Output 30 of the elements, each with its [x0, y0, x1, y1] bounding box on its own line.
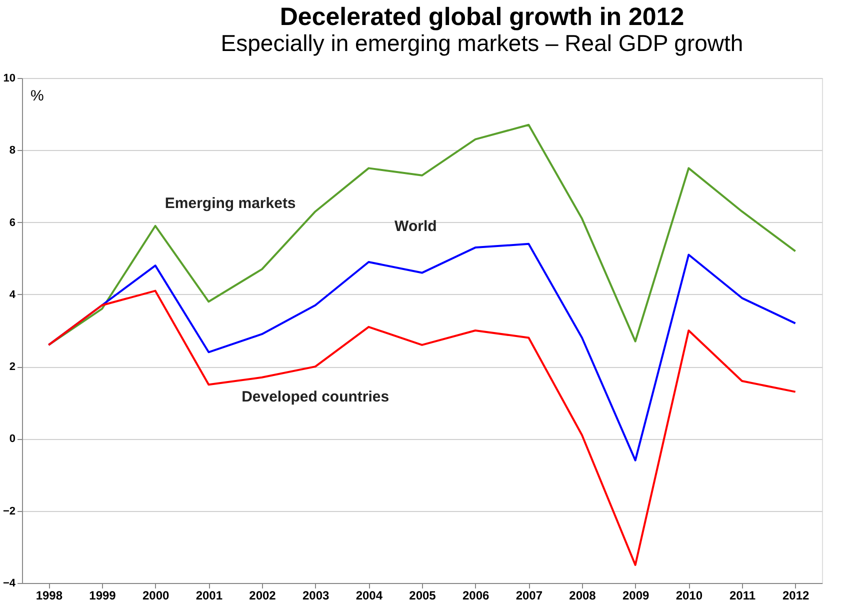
x-tick-label: 2009 — [622, 588, 650, 602]
x-tick-label: 2010 — [676, 588, 703, 602]
x-tick-label: 2008 — [569, 588, 596, 602]
x-tick-label: 2011 — [729, 588, 756, 602]
series-label: Developed countries — [242, 388, 390, 406]
y-tick-label: 10 — [3, 72, 16, 84]
y-tick-label: 6 — [9, 216, 16, 229]
x-tick-label: 2003 — [302, 588, 330, 602]
y-axis-title: % — [30, 88, 44, 104]
y-tick-label: 2 — [9, 361, 16, 374]
x-tick-label: 2004 — [356, 588, 383, 602]
chart-title: Decelerated global growth in 2012 — [280, 3, 684, 31]
series-label: World — [394, 218, 437, 235]
y-tick-label: −2 — [2, 505, 16, 518]
x-tick-label: 2007 — [516, 588, 543, 602]
x-tick-label: 1998 — [36, 588, 63, 602]
y-tick-label: 0 — [9, 433, 16, 446]
x-tick-label: 2012 — [782, 588, 810, 602]
x-tick-label: 2001 — [196, 588, 223, 602]
y-tick-label: −4 — [2, 578, 16, 590]
y-tick-label: 4 — [9, 288, 16, 301]
x-tick-label: 2006 — [462, 588, 490, 602]
x-tick-label: 2002 — [249, 588, 276, 602]
chart-subtitle: Especially in emerging markets – Real GDP growth — [220, 30, 744, 56]
line-series — [48, 290, 796, 566]
x-tick-label: 1999 — [89, 588, 116, 602]
x-tick-label: 2000 — [142, 588, 170, 602]
y-tick-label: 8 — [9, 144, 16, 157]
x-tick-label: 2005 — [409, 588, 436, 602]
series-label: Emerging markets — [164, 194, 296, 212]
